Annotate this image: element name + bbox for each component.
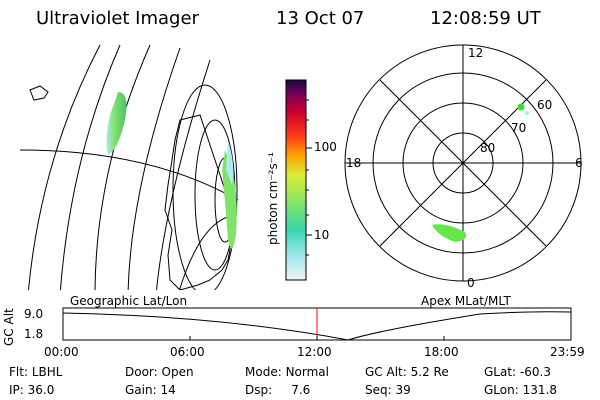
time-label: 12:08:59 UT: [430, 8, 541, 29]
lat-label-80: 80: [480, 141, 496, 155]
info-dsp: Dsp: 7.6: [245, 383, 311, 397]
apex-panel-label: Apex MLat/MLT: [421, 294, 511, 308]
xtick-0000: 00:00: [44, 345, 79, 359]
info-gain: Gain: 14: [125, 383, 176, 397]
instrument-title: Ultraviolet Imager: [36, 8, 199, 29]
altitude-ytick-bottom: 1.8: [24, 327, 44, 341]
info-gc-alt: GC Alt: 5.2 Re: [365, 365, 449, 379]
altitude-ytick-top: 9.0: [24, 307, 44, 321]
mlt-label-6: 6: [575, 156, 583, 170]
altitude-y-label: GC Alt: [2, 308, 16, 346]
date-label: 13 Oct 07: [276, 8, 365, 29]
mlt-label-0: 0: [467, 276, 475, 290]
info-flt: Flt: LBHL: [9, 365, 63, 379]
satellite-position-dot: [517, 103, 525, 111]
colorbar-tick-10: 10: [314, 228, 330, 242]
xtick-2359: 23:59: [550, 345, 585, 359]
lat-label-70: 70: [511, 121, 527, 135]
xtick-1200: 12:00: [297, 345, 332, 359]
colorbar-tick-100: 100: [314, 140, 337, 154]
aurora-emission: [106, 92, 237, 249]
info-glon: GLon: 131.8: [484, 383, 557, 397]
info-glat: GLat: -60.3: [484, 365, 551, 379]
info-door: Door: Open: [125, 365, 194, 379]
geographic-panel-label: Geographic Lat/Lon: [70, 294, 188, 308]
mlt-label-18: 18: [346, 156, 362, 170]
lat-label-60: 60: [537, 98, 553, 112]
info-mode: Mode: Normal: [245, 365, 329, 379]
aurora-oval-patch: [432, 224, 467, 242]
info-ip: IP: 36.0: [9, 383, 55, 397]
xtick-1800: 18:00: [424, 345, 459, 359]
mlt-label-12: 12: [468, 46, 484, 60]
xtick-0600: 06:00: [170, 345, 205, 359]
info-seq: Seq: 39: [365, 383, 411, 397]
